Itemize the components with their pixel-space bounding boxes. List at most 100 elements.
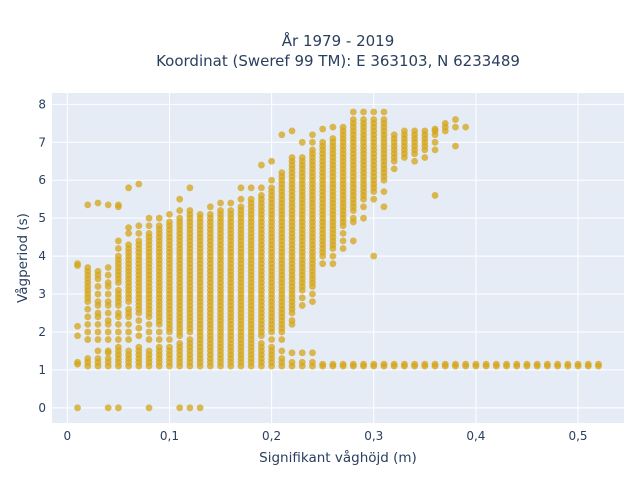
- data-point: [462, 360, 470, 368]
- data-point: [217, 199, 224, 207]
- data-point: [206, 203, 214, 211]
- data-point: [155, 343, 163, 351]
- x-tick-label: 0,2: [262, 429, 281, 443]
- chart-title-line1: År 1979 - 2019: [282, 31, 395, 50]
- data-point: [94, 320, 102, 328]
- data-point: [595, 360, 602, 368]
- data-point: [309, 138, 316, 146]
- data-point: [145, 404, 153, 412]
- data-point: [309, 146, 316, 154]
- data-point: [155, 214, 163, 222]
- data-point: [360, 203, 367, 211]
- data-point: [380, 203, 388, 211]
- data-point: [74, 358, 81, 366]
- data-point: [268, 176, 276, 184]
- data-point: [247, 195, 255, 203]
- data-point: [298, 154, 306, 161]
- data-point: [523, 360, 531, 368]
- data-point: [288, 317, 296, 324]
- data-point: [431, 360, 439, 368]
- y-axis-title: Vågperiod (s): [14, 213, 31, 303]
- data-point: [441, 360, 449, 368]
- data-point: [176, 339, 184, 347]
- data-point: [349, 237, 357, 245]
- data-point: [94, 267, 102, 275]
- data-point: [411, 127, 419, 135]
- data-point: [431, 125, 439, 133]
- data-point: [74, 260, 81, 268]
- data-point: [411, 157, 419, 165]
- data-point: [257, 339, 265, 347]
- data-point: [104, 404, 112, 412]
- data-point: [400, 127, 408, 135]
- data-point: [166, 343, 173, 351]
- data-point: [104, 201, 112, 209]
- y-tick-label: 8: [38, 97, 46, 111]
- data-point: [309, 131, 316, 139]
- data-point: [380, 360, 388, 368]
- data-point: [431, 138, 439, 146]
- data-point: [349, 360, 357, 368]
- data-point: [125, 241, 133, 249]
- data-point: [114, 404, 122, 412]
- data-point: [114, 320, 122, 328]
- data-point: [431, 146, 439, 154]
- x-tick-label: 0: [64, 429, 72, 443]
- data-point: [155, 328, 163, 336]
- data-point: [370, 195, 378, 203]
- data-point: [114, 336, 122, 343]
- data-point: [125, 336, 133, 343]
- data-point: [339, 245, 347, 252]
- data-point: [135, 317, 143, 324]
- data-point: [176, 214, 184, 222]
- data-point: [125, 229, 133, 237]
- data-point: [94, 328, 102, 336]
- data-point: [84, 328, 92, 336]
- data-point: [257, 161, 265, 169]
- data-point: [176, 207, 184, 214]
- data-point: [94, 290, 102, 298]
- data-point: [94, 283, 102, 290]
- y-tick-label: 4: [38, 249, 46, 263]
- y-tick-label: 1: [38, 363, 46, 377]
- data-point: [166, 218, 173, 226]
- data-point: [339, 229, 347, 237]
- data-point: [564, 360, 572, 368]
- data-point: [421, 154, 429, 161]
- data-point: [104, 355, 112, 362]
- data-point: [145, 214, 153, 222]
- data-point: [104, 271, 112, 279]
- data-point: [482, 360, 490, 368]
- data-point: [257, 184, 265, 192]
- data-point: [94, 309, 102, 317]
- data-point: [370, 108, 378, 116]
- data-point: [278, 131, 286, 139]
- data-point: [166, 336, 173, 343]
- data-point: [309, 298, 316, 306]
- data-point: [543, 360, 551, 368]
- data-point: [298, 358, 306, 366]
- data-point: [329, 360, 337, 368]
- data-point: [452, 123, 459, 131]
- x-tick-label: 0,1: [160, 429, 179, 443]
- data-point: [329, 252, 337, 260]
- data-point: [237, 195, 245, 203]
- data-point: [380, 188, 388, 196]
- data-point: [513, 360, 521, 368]
- data-point: [492, 360, 500, 368]
- data-point: [84, 201, 92, 209]
- data-point: [298, 349, 306, 357]
- y-tick-label: 5: [38, 211, 46, 225]
- data-point: [319, 360, 327, 368]
- data-point: [176, 404, 184, 412]
- data-point: [288, 154, 296, 161]
- data-point: [329, 123, 337, 131]
- data-point: [114, 328, 122, 336]
- data-point: [268, 343, 276, 351]
- data-point: [206, 210, 214, 218]
- data-point: [135, 229, 143, 237]
- data-point: [125, 184, 133, 192]
- data-point: [186, 404, 194, 412]
- data-point: [370, 360, 378, 368]
